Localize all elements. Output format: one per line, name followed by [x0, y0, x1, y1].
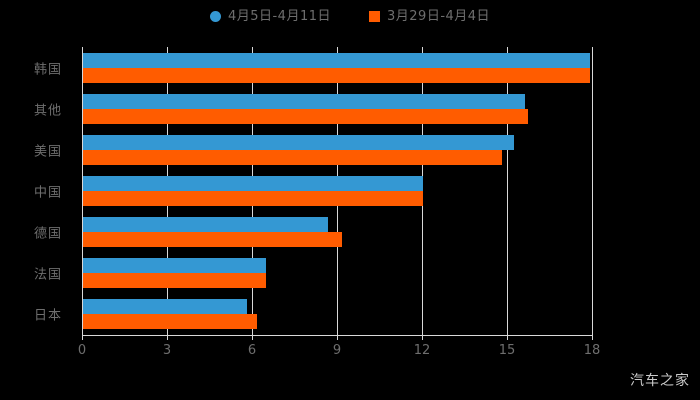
- bar: [83, 217, 329, 233]
- bar: [83, 93, 525, 109]
- x-tick-label: 15: [498, 343, 516, 358]
- y-tick-label: 韩国: [33, 62, 62, 78]
- gridline: [592, 47, 593, 335]
- x-tick-mark: [82, 335, 83, 340]
- y-tick-label: 德国: [33, 226, 62, 242]
- bar: [83, 258, 266, 274]
- watermark: 汽车之家: [630, 373, 690, 389]
- bars-layer: [82, 47, 592, 335]
- x-tick-label: 12: [413, 343, 431, 358]
- y-axis-labels: 韩国其他美国中国德国法国日本: [0, 47, 72, 335]
- circle-marker-icon: [209, 11, 221, 22]
- bar: [83, 176, 423, 191]
- gridline: [507, 47, 508, 335]
- bar: [83, 191, 423, 206]
- x-tick-mark: [167, 335, 168, 340]
- x-tick-label: 0: [77, 343, 87, 358]
- bar: [83, 273, 266, 289]
- chart-legend: 4月5日-4月11日 3月29日-4月4日: [0, 10, 700, 23]
- y-axis-line: [82, 47, 83, 335]
- x-tick-mark: [252, 335, 253, 340]
- legend-item-series-b[interactable]: 3月29日-4月4日: [369, 10, 490, 23]
- plot-area: 0 3 6 9 12 15 18: [78, 47, 600, 358]
- bar: [83, 67, 591, 83]
- x-tick-label: 18: [583, 343, 601, 358]
- bar: [83, 149, 503, 165]
- bar: [83, 52, 591, 68]
- legend-label-series-b: 3月29日-4月4日: [387, 9, 491, 24]
- legend-item-series-a[interactable]: 4月5日-4月11日: [209, 9, 331, 24]
- bar: [83, 108, 528, 124]
- bar: [83, 134, 514, 150]
- y-tick-label: 法国: [33, 267, 62, 283]
- bar: [83, 314, 258, 330]
- bar: [83, 299, 248, 315]
- legend-label-series-a: 4月5日-4月11日: [227, 9, 331, 24]
- x-tick-mark: [507, 335, 508, 340]
- y-tick-label: 日本: [33, 308, 62, 324]
- y-tick-label: 美国: [33, 144, 62, 160]
- x-tick-mark: [422, 335, 423, 340]
- bar: [83, 232, 343, 248]
- x-tick-label: 6: [247, 343, 257, 358]
- y-tick-label: 中国: [33, 185, 62, 201]
- x-tick-mark: [592, 335, 593, 340]
- x-tick-label: 3: [162, 343, 172, 358]
- x-tick-label: 9: [332, 343, 342, 358]
- square-marker-icon: [369, 11, 380, 22]
- y-tick-label: 其他: [33, 103, 62, 119]
- x-tick-mark: [337, 335, 338, 340]
